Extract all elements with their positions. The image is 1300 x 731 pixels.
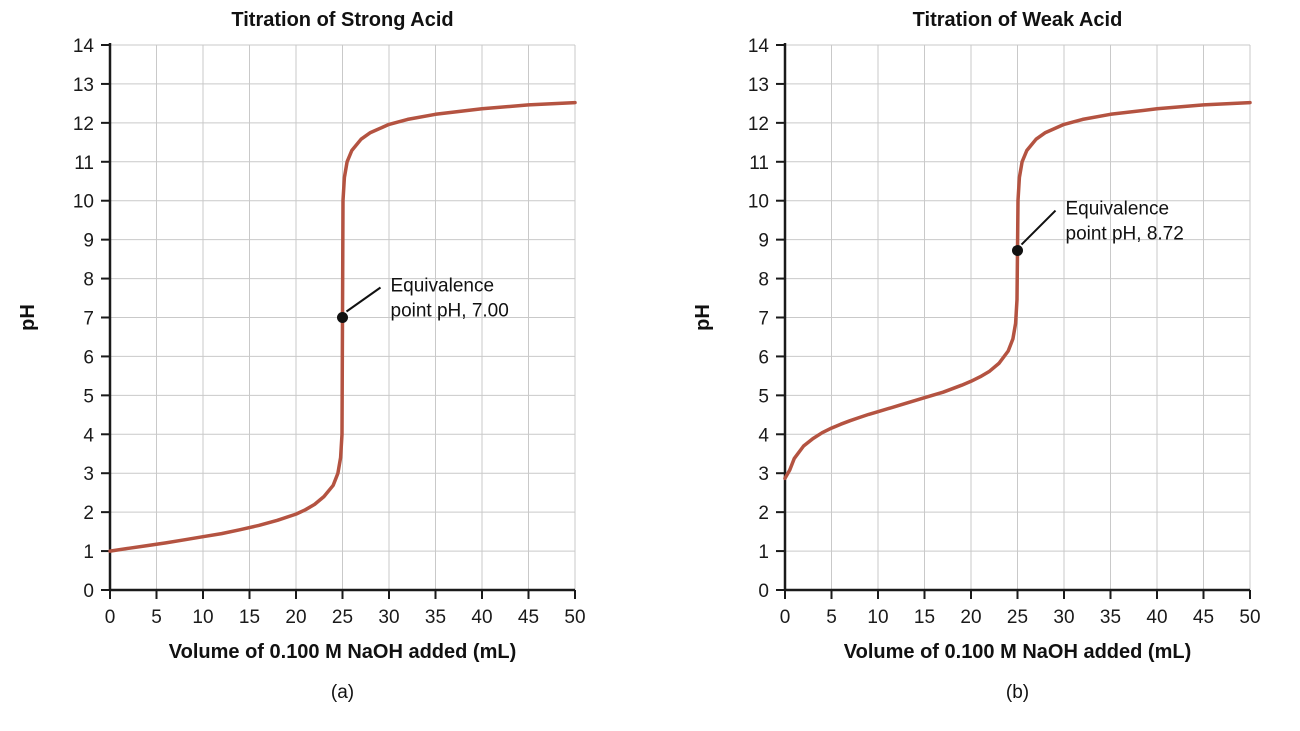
y-tick-label: 14 (748, 36, 770, 57)
x-axis-label: Volume of 0.100 M NaOH added (mL) (844, 641, 1191, 663)
x-tick-label: 35 (425, 607, 446, 628)
x-tick-label: 40 (1146, 607, 1167, 628)
y-tick-label: 10 (748, 192, 769, 213)
y-axis-label: pH (17, 304, 39, 331)
x-tick-label: 40 (471, 607, 492, 628)
x-tick-label: 5 (826, 607, 837, 628)
y-axis-label: pH (692, 304, 714, 331)
x-tick-label: 30 (1053, 607, 1074, 628)
weak-acid-titration-chart: 0 5 10 15 20 25 30 35 40 45 5001234567891011121314… (692, 9, 1261, 703)
y-tick-label: 5 (758, 386, 769, 407)
y-tick-label: 11 (749, 153, 769, 174)
y-tick-label: 8 (83, 270, 94, 291)
y-tick-label: 14 (73, 36, 95, 57)
equivalence-point-dot (1012, 245, 1023, 257)
x-tick-label: 0 (105, 607, 116, 628)
figure-caption: (a) (331, 682, 354, 703)
x-tick-label: 50 (564, 607, 585, 628)
y-tick-label: 1 (758, 542, 769, 563)
y-tick-label: 7 (83, 309, 94, 330)
y-tick-label: 12 (748, 114, 769, 135)
x-tick-label: 0 (780, 607, 791, 628)
y-tick-label: 9 (83, 231, 94, 252)
x-tick-label: 10 (192, 607, 213, 628)
annotation-leader-line (1020, 209, 1057, 246)
chart-title: Titration of Weak Acid (913, 9, 1123, 31)
annotation-leader-line (345, 286, 382, 313)
x-tick-label: 15 (239, 607, 260, 628)
x-tick-label: 20 (960, 607, 981, 628)
y-tick-label: 2 (758, 503, 769, 524)
x-tick-label: 50 (1239, 607, 1260, 628)
y-tick-label: 3 (758, 464, 769, 485)
titration-curve (108, 100, 577, 553)
weak-acid-figure: 0 5 10 15 20 25 30 35 40 45 50 0 1 2 3 4 5 6 7 8 9 10 11 12 13 14… (650, 0, 1300, 731)
y-tick-label: 2 (83, 503, 94, 524)
x-tick-label: 45 (518, 607, 539, 628)
x-tick-label: 25 (332, 607, 353, 628)
annotation-label-line: Equivalence (391, 276, 495, 297)
annotation-label-line: point pH, 8.72 (1066, 224, 1184, 245)
y-tick-label: 13 (73, 75, 94, 96)
y-tick-label: 4 (83, 425, 94, 446)
y-tick-label: 12 (73, 114, 94, 135)
figure-caption: (b) (1006, 682, 1029, 703)
x-tick-label: 10 (867, 607, 888, 628)
y-tick-label: 1 (83, 542, 94, 563)
y-tick-label: 5 (83, 386, 94, 407)
y-tick-label: 0 (758, 581, 769, 602)
y-tick-label: 6 (758, 347, 769, 368)
x-tick-label: 5 (151, 607, 162, 628)
y-tick-label: 8 (758, 270, 769, 291)
strong-acid-titration-chart: 0 5 10 15 20 25 30 35 40 45 5001234567891011121314… (17, 9, 586, 703)
x-tick-label: 15 (914, 607, 935, 628)
strong-acid-figure: 0 5 10 15 20 25 30 35 40 45 50 0 1 2 3 4 5 6 7 8 9 10 11 12 13 14… (17, 9, 586, 703)
y-tick-label: 9 (758, 231, 769, 252)
x-tick-label: 30 (378, 607, 399, 628)
y-tick-label: 11 (74, 153, 94, 174)
annotation-label-line: point pH, 7.00 (391, 301, 509, 322)
equivalence-point-dot (337, 312, 348, 323)
x-tick-label: 35 (1100, 607, 1121, 628)
chart-title: Titration of Strong Acid (231, 9, 453, 31)
y-tick-label: 4 (758, 425, 769, 446)
x-tick-label: 45 (1193, 607, 1214, 628)
y-tick-label: 13 (748, 75, 769, 96)
y-tick-label: 10 (73, 192, 94, 213)
y-tick-label: 6 (83, 347, 94, 368)
x-tick-label: 25 (1007, 607, 1028, 628)
y-tick-label: 7 (758, 309, 769, 330)
y-tick-label: 0 (83, 581, 94, 602)
annotation-label-line: Equivalence (1066, 199, 1170, 220)
x-tick-label: 20 (285, 607, 306, 628)
y-tick-label: 3 (83, 464, 94, 485)
x-axis-label: Volume of 0.100 M NaOH added (mL) (169, 641, 516, 663)
titration-curve (783, 100, 1252, 481)
